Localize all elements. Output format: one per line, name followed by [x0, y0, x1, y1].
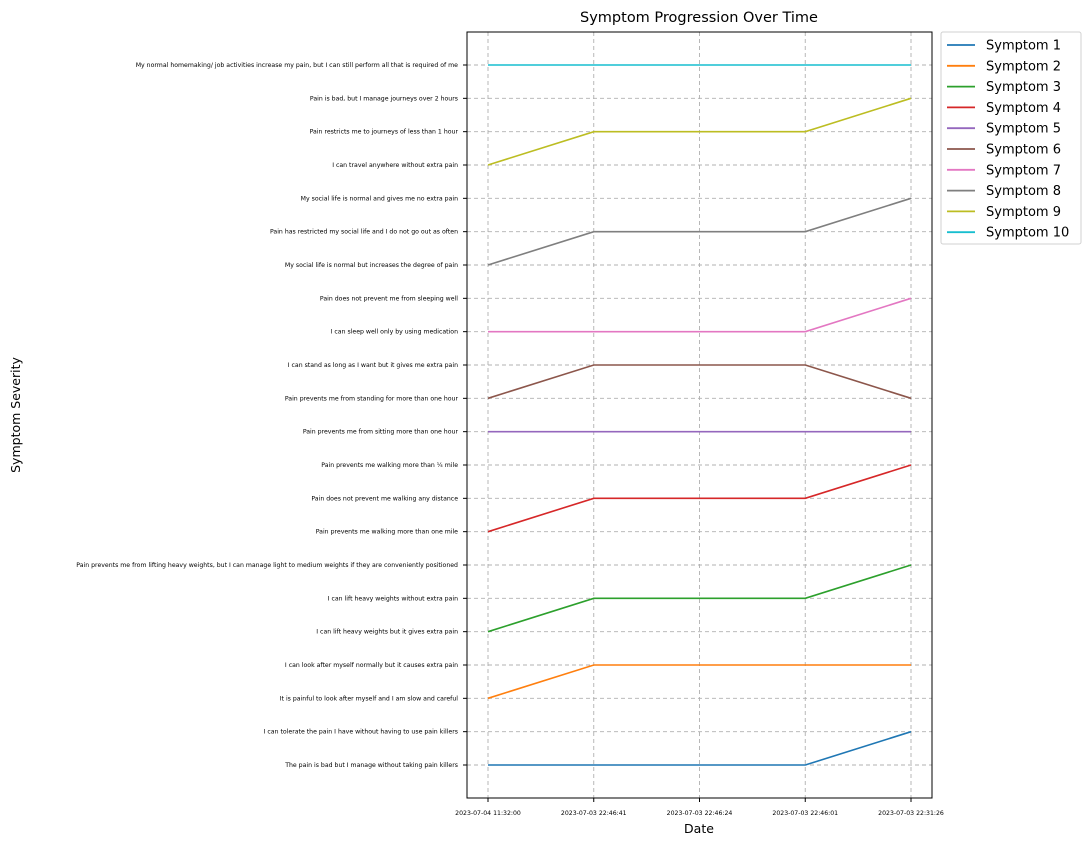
y-tick-label: Pain does not prevent me walking any dis… [311, 495, 458, 502]
series-line-symptom-4 [487, 464, 912, 533]
y-tick-label: I can look after myself normally but it … [285, 662, 458, 669]
y-axis-label: Symptom Severity [8, 357, 23, 473]
x-tick-label: 2023-07-03 22:46:41 [561, 810, 627, 817]
x-tick-label: 2023-07-03 22:46:01 [772, 810, 838, 817]
series-line-symptom-9 [487, 97, 912, 166]
y-tick-label: Pain has restricted my social life and I… [270, 229, 458, 236]
y-tick-label: I can travel anywhere without extra pain [332, 162, 458, 169]
y-tick-label: The pain is bad but I manage without tak… [284, 762, 458, 769]
y-tick-label: It is painful to look after myself and I… [280, 695, 459, 702]
legend-label: Symptom 10 [986, 226, 1069, 241]
legend-label: Symptom 7 [986, 163, 1061, 178]
y-tick-label: I can lift heavy weights but it gives ex… [316, 629, 458, 636]
y-tick-label: Pain prevents me from standing for more … [285, 395, 459, 402]
y-tick-label: I can stand as long as I want but it giv… [288, 362, 458, 369]
series-line-symptom-7 [488, 297, 912, 333]
y-tick-label: Pain prevents me walking more than one m… [316, 529, 458, 536]
legend-label: Symptom 6 [986, 143, 1061, 158]
legend-label: Symptom 9 [986, 205, 1061, 220]
y-tick-label: Pain is bad, but I manage journeys over … [310, 95, 458, 102]
legend-label: Symptom 5 [986, 122, 1061, 137]
y-tick-label: I can sleep well only by using medicatio… [331, 329, 458, 336]
x-axis-label: Date [684, 821, 714, 836]
y-tick-label: Pain prevents me from sitting more than … [303, 429, 459, 436]
y-axis-ticks: The pain is bad but I manage without tak… [76, 62, 467, 769]
y-tick-label: Pain prevents me walking more than ¼ mil… [321, 462, 458, 469]
x-tick-label: 2023-07-03 22:31:26 [878, 810, 944, 817]
y-tick-label: My social life is normal and gives me no… [301, 195, 458, 202]
series-line-symptom-8 [487, 197, 912, 266]
legend-box [940, 31, 1082, 245]
legend-label: Symptom 1 [986, 39, 1061, 54]
series-line-symptom-6 [487, 364, 912, 400]
x-tick-label: 2023-07-04 11:32:00 [455, 810, 521, 817]
x-tick-label: 2023-07-03 22:46:24 [667, 810, 733, 817]
y-tick-label: I can tolerate the pain I have without h… [264, 729, 458, 736]
legend-label: Symptom 4 [986, 101, 1061, 116]
chart-title: Symptom Progression Over Time [580, 10, 818, 26]
y-tick-label: Pain prevents me from lifting heavy weig… [76, 562, 458, 569]
y-tick-label: My normal homemaking/ job activities inc… [136, 62, 458, 69]
legend: Symptom 1 Symptom 2 Symptom 3 Symptom 4 Symp… [940, 31, 1082, 245]
series-line-symptom-2 [487, 664, 911, 700]
x-axis-ticks: 2023-07-04 11:32:00 2023-07-03 22:46:41 20… [455, 798, 944, 817]
series-line-symptom-3 [487, 564, 912, 633]
y-tick-label: Pain restricts me to journeys of less th… [310, 129, 459, 136]
y-tick-label: I can lift heavy weights without extra p… [328, 595, 458, 602]
legend-label: Symptom 8 [986, 184, 1061, 199]
series-lines [487, 64, 912, 766]
y-tick-label: Pain does not prevent me from sleeping w… [320, 295, 458, 302]
y-tick-label: My social life is normal but increases t… [285, 262, 458, 269]
legend-label: Symptom 3 [986, 80, 1061, 95]
series-line-symptom-1 [488, 730, 912, 766]
legend-label: Symptom 2 [986, 59, 1061, 74]
